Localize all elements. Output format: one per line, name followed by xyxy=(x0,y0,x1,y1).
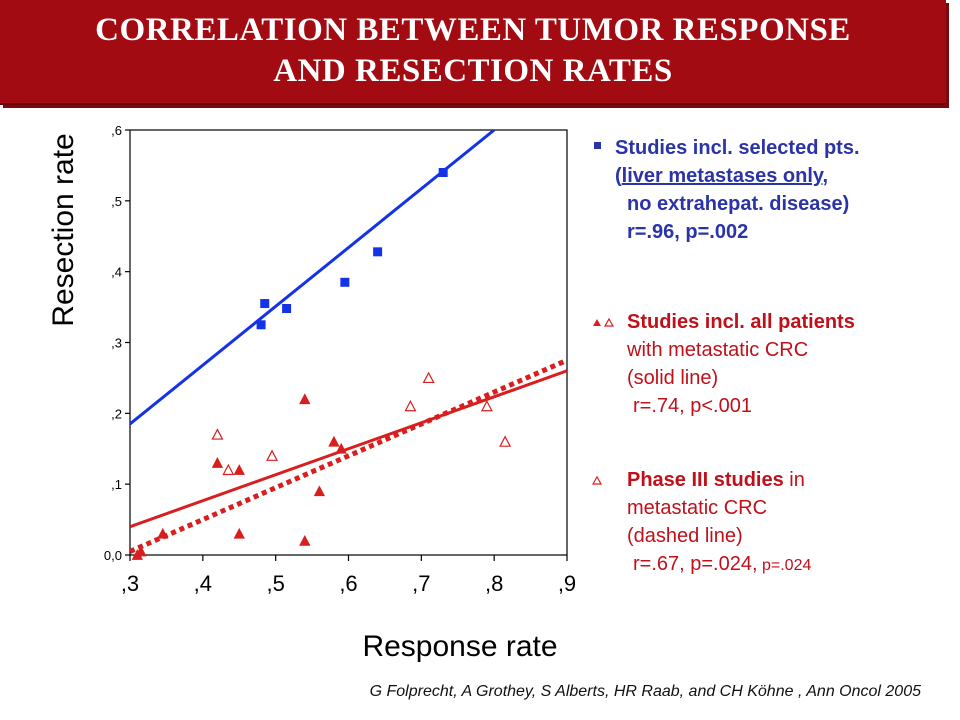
y-tick-label-2: ,2 xyxy=(111,406,122,421)
regression-line-solid-0 xyxy=(130,130,496,426)
point-filled-triangle-5 xyxy=(233,527,245,539)
legend-1-line-4: r=.96, p=.002 xyxy=(627,221,749,243)
legend-all-patients: Studies incl. all patients with metastat… xyxy=(627,308,855,420)
point-hollow-triangle-2 xyxy=(266,449,279,461)
regression-line-solid-1 xyxy=(130,369,567,529)
x-tick-label-3: ,6 xyxy=(339,571,357,596)
point-square-5 xyxy=(438,168,448,177)
y-tick-label-6: ,6 xyxy=(111,123,122,138)
plot-area xyxy=(129,129,568,556)
regression-line-dashed-2 xyxy=(130,357,567,554)
point-square-4 xyxy=(373,247,383,257)
legend-3-line-4: r=.67, p=.024, xyxy=(633,553,758,575)
point-filled-triangle-3 xyxy=(211,457,224,468)
point-filled-triangle-9 xyxy=(328,435,340,447)
point-hollow-triangle-1 xyxy=(222,463,235,476)
legend-2-line-1: Studies incl. all patients xyxy=(627,311,855,333)
blue-square-icon xyxy=(594,142,601,150)
point-hollow-triangle-0 xyxy=(211,428,224,440)
x-tick-label-1: ,4 xyxy=(194,571,212,596)
point-filled-triangle-7 xyxy=(299,534,311,546)
point-square-1 xyxy=(260,299,270,309)
legend-selected-patients: Studies incl. selected pts. (liver metas… xyxy=(594,134,860,246)
point-hollow-triangle-4 xyxy=(422,371,435,384)
legend-phase-iii: Phase III studies in metastatic CRC (das… xyxy=(627,466,811,580)
x-tick-label-2: ,5 xyxy=(266,571,284,596)
y-tick-label-3: ,3 xyxy=(111,336,122,351)
title-banner: CORRELATION BETWEEN TUMOR RESPONSE AND R… xyxy=(0,0,946,105)
legend-3-line-2: metastatic CRC xyxy=(627,497,768,519)
legend-3-rest: in xyxy=(783,469,805,491)
y-tick-label-1: ,1 xyxy=(111,477,122,492)
legend-2-line-3: (solid line) xyxy=(627,367,719,389)
x-axis-label: Response rate xyxy=(362,630,557,663)
point-filled-triangle-8 xyxy=(313,485,326,497)
title-line-2: AND RESECTION RATES xyxy=(273,53,673,89)
hollow-triangle-icon xyxy=(591,475,603,485)
y-tick-label-0: 0,0 xyxy=(104,548,122,563)
citation: G Folprecht, A Grothey, S Alberts, HR Ra… xyxy=(369,683,921,700)
legend-1-line-1: Studies incl. selected pts. xyxy=(615,137,860,159)
data-points xyxy=(131,168,512,560)
x-axis-ticks: ,3 ,4 ,5 ,6 ,7 ,8 ,9 xyxy=(121,555,576,596)
point-filled-triangle-6 xyxy=(299,393,311,405)
point-filled-triangle-2 xyxy=(157,527,169,539)
point-hollow-triangle-6 xyxy=(499,435,512,447)
legend-2-line-2: with metastatic CRC xyxy=(627,339,809,361)
legend-1-paren: ( xyxy=(615,165,622,187)
legend-1-line-3: no extrahepat. disease) xyxy=(627,193,850,215)
point-square-2 xyxy=(282,304,292,313)
legend-3-line-4-small: p=.024 xyxy=(757,557,812,574)
point-hollow-triangle-3 xyxy=(404,399,417,412)
legend-1-comma: , xyxy=(822,165,829,187)
title-line-1: CORRELATION BETWEEN TUMOR RESPONSE xyxy=(95,12,851,48)
point-filled-triangle-1 xyxy=(135,545,147,557)
y-axis-label: Resection rate xyxy=(47,133,80,326)
y-tick-label-4: ,4 xyxy=(111,265,122,280)
regression-lines xyxy=(130,130,567,554)
point-filled-triangle-4 xyxy=(233,464,245,475)
legend-2-line-4: r=.74, p<.001 xyxy=(633,395,752,417)
y-axis-ticks: 0,0 ,1 ,2 ,3 ,4 ,5 ,6 xyxy=(104,123,130,563)
x-tick-label-4: ,7 xyxy=(412,571,430,596)
point-hollow-triangle-5 xyxy=(480,399,493,412)
point-square-3 xyxy=(340,277,350,287)
x-tick-label-5: ,8 xyxy=(485,571,503,596)
x-tick-label-0: ,3 xyxy=(121,571,139,596)
y-tick-label-5: ,5 xyxy=(111,194,122,209)
slide-title: CORRELATION BETWEEN TUMOR RESPONSE AND R… xyxy=(0,10,946,92)
legend-1-underlined: liver metastases only xyxy=(621,165,823,187)
x-tick-label-6: ,9 xyxy=(558,571,576,596)
legend-3-line-3: (dashed line) xyxy=(627,525,743,547)
legend-triangles-icon xyxy=(593,317,615,327)
point-square-0 xyxy=(256,320,266,330)
legend-3-bold: Phase III studies xyxy=(627,469,784,491)
point-filled-triangle-10 xyxy=(335,442,347,454)
